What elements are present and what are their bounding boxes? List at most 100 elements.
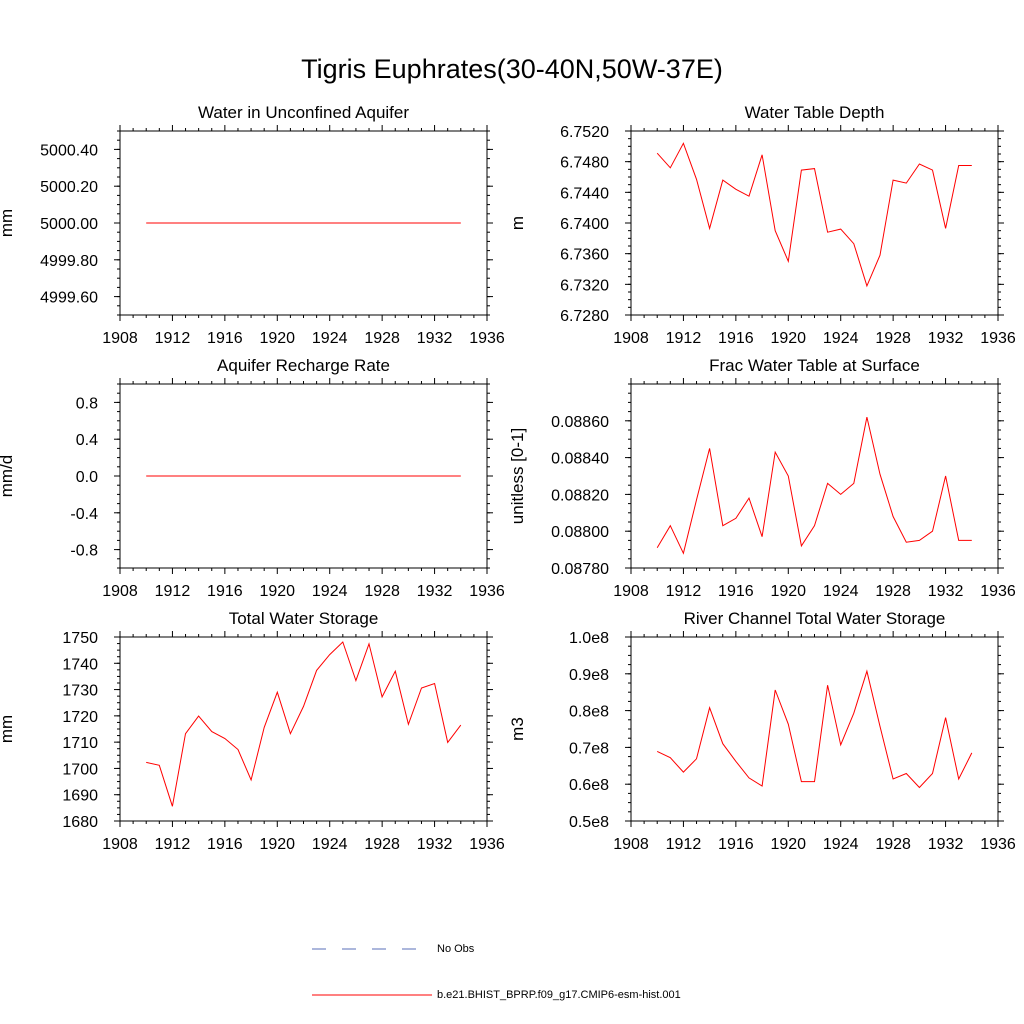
- y-tick-label: 6.7480: [560, 155, 609, 172]
- data-point: [159, 765, 160, 766]
- x-tick-label: 1936: [980, 583, 1016, 600]
- data-point: [250, 222, 251, 223]
- x-tick-label: 1920: [770, 583, 806, 600]
- data-point: [198, 716, 199, 717]
- x-tick-label: 1936: [469, 836, 505, 853]
- y-tick-label: 1750: [62, 630, 98, 647]
- data-point: [971, 165, 972, 166]
- x-tick-label: 1912: [666, 583, 702, 600]
- panel-title: Water in Unconfined Aquifer: [198, 103, 409, 122]
- x-tick-label: 1924: [312, 583, 348, 600]
- data-point: [277, 475, 278, 476]
- data-point: [316, 670, 317, 671]
- data-point: [657, 547, 658, 548]
- figure-title: Tigris Euphrates(30-40N,50W-37E): [301, 54, 723, 84]
- data-point: [264, 475, 265, 476]
- data-point: [683, 143, 684, 144]
- data-point: [775, 451, 776, 452]
- data-point: [919, 787, 920, 788]
- data-point: [368, 643, 369, 644]
- y-tick-label: 0.8e8: [569, 704, 609, 721]
- y-tick-label: 6.7440: [560, 185, 609, 202]
- data-point: [303, 475, 304, 476]
- data-point: [421, 222, 422, 223]
- x-tick-label: 1908: [102, 836, 138, 853]
- data-point: [408, 724, 409, 725]
- y-tick-label: 5000.00: [40, 216, 98, 233]
- chart-panel-3: Aquifer Recharge Rate mm/d 1908 1912 1916 192…: [0, 356, 505, 600]
- y-tick-label: 6.7320: [560, 277, 609, 294]
- x-tick-label: 1928: [875, 583, 911, 600]
- data-point: [735, 761, 736, 762]
- data-point: [827, 685, 828, 686]
- data-point: [159, 222, 160, 223]
- data-point: [840, 494, 841, 495]
- data-point: [945, 717, 946, 718]
- data-point: [368, 222, 369, 223]
- data-point: [434, 475, 435, 476]
- x-tick-label: 1912: [666, 836, 702, 853]
- x-tick-label: 1916: [718, 330, 754, 347]
- data-point: [866, 417, 867, 418]
- data-point: [932, 531, 933, 532]
- data-point: [670, 757, 671, 758]
- y-tick-label: 4999.60: [40, 290, 98, 307]
- data-point: [224, 222, 225, 223]
- data-point: [932, 773, 933, 774]
- y-tick-label: 5000.20: [40, 179, 98, 196]
- y-tick-label: 6.7360: [560, 247, 609, 264]
- x-tick-label: 1928: [364, 330, 400, 347]
- x-tick-label: 1932: [928, 583, 964, 600]
- y-tick-label: 0.08800: [551, 524, 609, 541]
- data-point: [329, 654, 330, 655]
- data-point: [735, 189, 736, 190]
- data-point: [447, 742, 448, 743]
- data-point: [303, 706, 304, 707]
- series-line: [656, 416, 972, 555]
- x-tick-label: 1916: [207, 836, 243, 853]
- x-tick-label: 1928: [875, 836, 911, 853]
- panel-title: River Channel Total Water Storage: [684, 609, 946, 628]
- data-point: [775, 689, 776, 690]
- data-point: [211, 222, 212, 223]
- data-point: [460, 222, 461, 223]
- y-tick-label: 0.4: [76, 432, 98, 449]
- data-point: [709, 707, 710, 708]
- data-point: [250, 475, 251, 476]
- data-point: [853, 243, 854, 244]
- data-point: [382, 696, 383, 697]
- data-point: [748, 196, 749, 197]
- data-point: [893, 179, 894, 180]
- data-point: [722, 743, 723, 744]
- y-tick-label: 0.6e8: [569, 777, 609, 794]
- data-point: [814, 781, 815, 782]
- x-tick-label: 1924: [312, 836, 348, 853]
- series-line: [656, 142, 972, 288]
- x-tick-label: 1908: [613, 583, 649, 600]
- data-point: [290, 222, 291, 223]
- data-point: [879, 255, 880, 256]
- data-point: [237, 222, 238, 223]
- y-tick-label: -0.8: [70, 543, 98, 560]
- x-tick-label: 1920: [770, 836, 806, 853]
- data-point: [211, 731, 212, 732]
- y-axis-label: unitless [0-1]: [508, 428, 527, 524]
- data-point: [906, 542, 907, 543]
- x-tick-label: 1932: [417, 583, 453, 600]
- data-point: [670, 525, 671, 526]
- data-point: [683, 771, 684, 772]
- x-tick-label: 1912: [155, 330, 191, 347]
- y-tick-label: 1720: [62, 709, 98, 726]
- data-point: [303, 222, 304, 223]
- x-tick-label: 1928: [364, 583, 400, 600]
- data-point: [355, 475, 356, 476]
- x-tick-label: 1916: [718, 583, 754, 600]
- x-tick-label: 1936: [469, 583, 505, 600]
- data-point: [460, 724, 461, 725]
- data-point: [290, 475, 291, 476]
- chart-panel-2: Water Table Depth m 1908 1912 1916 1920 1924 19…: [508, 103, 1016, 347]
- y-tick-label: 0.08780: [551, 561, 609, 578]
- data-point: [827, 232, 828, 233]
- data-point: [945, 228, 946, 229]
- x-tick-label: 1912: [155, 583, 191, 600]
